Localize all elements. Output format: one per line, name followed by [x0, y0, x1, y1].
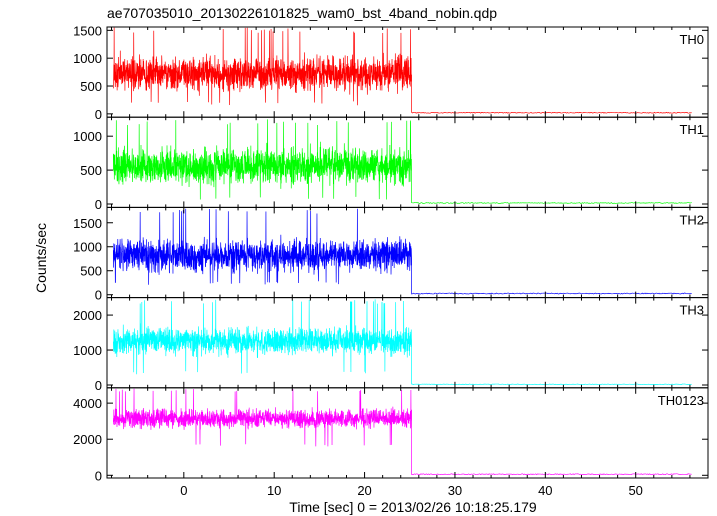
y-tick-label: 0: [95, 197, 102, 212]
series-line: [112, 299, 692, 385]
panel-label: TH3: [679, 303, 704, 318]
y-tick-label: 1500: [73, 216, 102, 231]
panel-label: TH0123: [658, 393, 704, 408]
x-tick-label: 40: [538, 483, 552, 498]
panel-th1: 0 500 1000 TH1: [73, 116, 709, 212]
panel-th2: 0 500 1000 1500 TH2: [73, 206, 709, 303]
y-tick-label: 0: [95, 107, 102, 122]
panel-th0: 0 500 1000 1500 TH0: [73, 23, 709, 122]
panel-th3: 0 1000 2000 TH3: [73, 297, 709, 393]
y-tick-label: 4000: [73, 396, 102, 411]
panel-label: TH0: [679, 32, 704, 47]
y-tick-label: 1000: [73, 51, 102, 66]
panel-frame: [106, 387, 709, 479]
y-tick-label: 500: [80, 264, 102, 279]
x-tick-label: 30: [448, 483, 462, 498]
y-tick-label: 1000: [73, 343, 102, 358]
x-tick-label: 20: [357, 483, 371, 498]
series-line: [112, 388, 692, 476]
panel-label: TH2: [679, 212, 704, 227]
y-tick-label: 1000: [73, 129, 102, 144]
y-tick-label: 2000: [73, 432, 102, 447]
series-line: [112, 27, 692, 114]
y-tick-label: 1500: [73, 23, 102, 38]
y-tick-label: 0: [95, 468, 102, 483]
x-axis-label: Time [sec] 0 = 2013/02/26 10:18:25.179: [289, 499, 537, 515]
series-line: [112, 119, 692, 204]
figure-title: ae707035010_20130226101825_wam0_bst_4ban…: [107, 5, 497, 21]
y-tick-label: 0: [95, 288, 102, 303]
panel-th0123: 0 10 20 30 40 50 0 2000 4000 TH0123: [73, 387, 709, 498]
series-line: [112, 208, 692, 295]
panel-label: TH1: [679, 122, 704, 137]
y-tick-label: 0: [95, 378, 102, 393]
x-tick-label: 10: [267, 483, 281, 498]
y-axis-label: Counts/sec: [33, 223, 49, 293]
x-tick-label: 0: [180, 483, 187, 498]
y-tick-label: 1000: [73, 240, 102, 255]
y-tick-label: 500: [80, 79, 102, 94]
y-tick-label: 500: [80, 163, 102, 178]
y-tick-label: 2000: [73, 308, 102, 323]
x-tick-label: 50: [628, 483, 642, 498]
